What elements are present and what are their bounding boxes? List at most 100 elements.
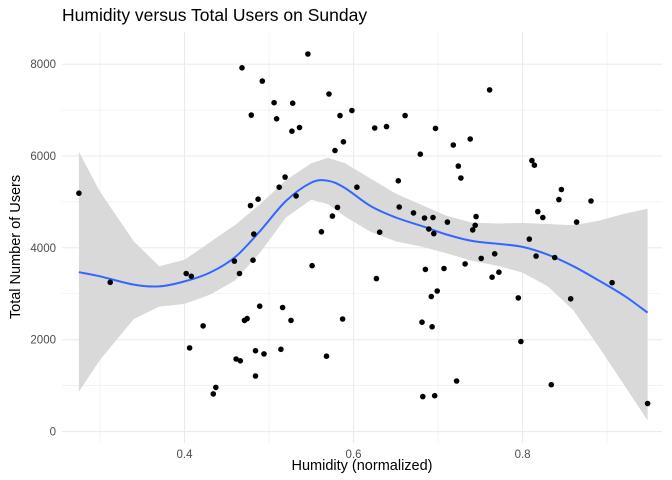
data-point (250, 257, 256, 264)
data-point (472, 222, 479, 229)
data-point (478, 255, 485, 262)
data-point (323, 353, 330, 360)
data-point (588, 198, 594, 204)
data-point (329, 213, 336, 219)
major-gridlines (62, 32, 662, 443)
data-point (213, 384, 219, 391)
data-point (271, 99, 277, 106)
data-point (531, 162, 538, 168)
data-point (491, 251, 498, 257)
data-point (289, 128, 295, 134)
data-point (431, 392, 438, 399)
data-point (231, 258, 238, 264)
data-point (252, 347, 259, 354)
data-point (431, 230, 437, 237)
data-point (236, 270, 243, 277)
y-tick-labels: 0 2000 4000 6000 8000 (30, 59, 56, 438)
data-point (609, 279, 615, 286)
data-point (395, 178, 402, 184)
data-point (535, 208, 541, 215)
data-point (107, 279, 113, 286)
data-point (453, 378, 460, 384)
data-point (340, 139, 347, 145)
data-point (496, 269, 502, 276)
data-point (420, 393, 426, 400)
data-point (256, 303, 263, 310)
data-point (462, 261, 468, 267)
data-point (467, 136, 474, 142)
data-point (326, 91, 332, 97)
data-point (261, 351, 267, 357)
x-tick-label: 0.8 (515, 449, 531, 461)
data-point (526, 236, 533, 242)
data-point (296, 124, 303, 131)
data-point (567, 296, 574, 302)
data-point (210, 391, 217, 397)
data-point (186, 345, 193, 351)
data-point (309, 262, 315, 269)
data-point (376, 229, 383, 235)
data-point (515, 295, 522, 301)
data-point (251, 231, 257, 237)
data-point (255, 196, 261, 202)
data-point (473, 213, 479, 220)
data-point (305, 51, 311, 57)
data-point (469, 227, 476, 233)
data-point (318, 229, 325, 235)
data-point (558, 186, 565, 193)
x-axis-title: Humidity (normalized) (291, 458, 432, 474)
data-point (529, 157, 535, 164)
data-point (422, 266, 429, 273)
data-point (410, 210, 417, 216)
data-point (458, 175, 464, 181)
data-point (289, 100, 296, 106)
data-point (450, 142, 457, 148)
data-point (540, 214, 546, 221)
y-tick-label: 8000 (30, 59, 56, 71)
smooth-trend-line (78, 179, 649, 314)
data-point (489, 274, 495, 281)
data-point (188, 273, 195, 280)
data-point (288, 317, 294, 324)
data-point (402, 112, 408, 119)
data-point (551, 254, 558, 261)
x-tick-label: 0.4 (177, 449, 194, 461)
data-point (644, 400, 651, 407)
y-tick-label: 2000 (30, 335, 56, 347)
data-point (434, 288, 441, 294)
y-axis-title: Total Number of Users (8, 175, 24, 319)
data-point (426, 226, 432, 232)
data-point (334, 204, 341, 211)
data-point (244, 315, 250, 322)
data-point (276, 184, 283, 190)
data-point (441, 265, 447, 272)
x-tick-label: 0.6 (346, 449, 362, 461)
data-point (428, 293, 435, 300)
data-points (76, 51, 651, 407)
data-point (233, 356, 239, 362)
data-point (293, 193, 299, 199)
data-point (430, 214, 436, 221)
data-point (556, 196, 562, 203)
data-point (278, 346, 284, 353)
data-point (354, 184, 360, 190)
data-point (373, 275, 380, 282)
data-point (279, 304, 286, 311)
data-point (486, 87, 493, 93)
data-point (421, 215, 428, 221)
data-point (259, 78, 266, 84)
data-point (252, 373, 259, 379)
data-point (573, 219, 580, 225)
data-point (349, 107, 355, 114)
data-point (417, 151, 424, 157)
y-tick-label: 4000 (30, 243, 56, 255)
data-point (419, 319, 425, 326)
data-point (337, 112, 343, 119)
data-point (273, 116, 280, 122)
y-tick-label: 0 (50, 427, 56, 439)
data-point (455, 163, 462, 169)
data-point (332, 147, 338, 154)
data-point (76, 190, 82, 196)
data-point (282, 174, 288, 180)
